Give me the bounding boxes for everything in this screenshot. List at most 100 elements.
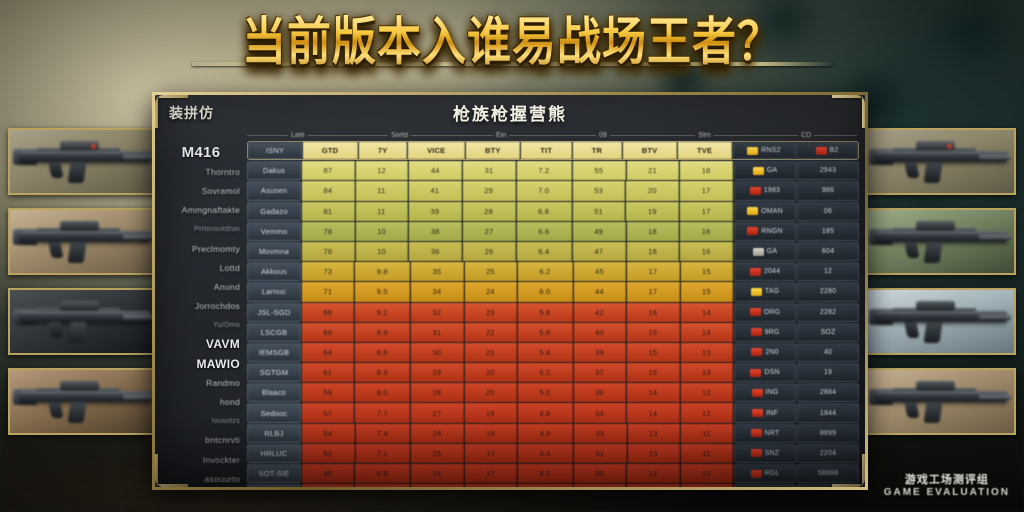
table-row[interactable]: Asusen 84 11 41 29 7.0 53 20 17 1983 986 bbox=[247, 181, 859, 201]
row-label: Rnbu bbox=[155, 488, 247, 490]
ruler-line bbox=[247, 134, 289, 136]
gun-barrel-part bbox=[122, 154, 156, 160]
weapon-thumbnail[interactable]: BFI/GN I bbox=[864, 128, 1016, 195]
data-cell: 6.2 bbox=[518, 262, 573, 282]
ruler-tick-label: 09 bbox=[598, 131, 607, 139]
table-row[interactable]: Dakus 87 12 44 31 7.2 55 21 18 GA 2943 bbox=[247, 161, 860, 181]
gun-barrel-part bbox=[122, 394, 156, 400]
summary-cell-label: 9RG bbox=[764, 328, 780, 336]
weapon-thumbnail[interactable] bbox=[8, 368, 160, 435]
gun-grip-part bbox=[48, 401, 64, 418]
data-cell: 17 bbox=[464, 464, 518, 484]
gun-scope-icon bbox=[60, 221, 99, 231]
data-cell: 7.1 bbox=[355, 443, 411, 463]
row-label: Preclmomty bbox=[192, 243, 240, 254]
data-cell: 9.5 bbox=[355, 282, 411, 302]
table-row[interactable]: SGTGM 61 8.3 29 20 5.2 37 15 13 DSN 19 bbox=[247, 363, 860, 383]
table-row[interactable]: IEMSGB 64 8.6 30 21 5.4 39 15 13 2N0 40 bbox=[247, 342, 860, 363]
data-cell: 13 bbox=[627, 443, 681, 463]
table-row[interactable]: LSCGB 66 8.9 31 22 5.6 40 16 14 9RG SOZ bbox=[247, 322, 860, 342]
row-label: hond bbox=[219, 397, 240, 408]
table-row[interactable]: Larnuc 71 9.5 34 24 6.0 44 17 15 TAG 2280 bbox=[247, 282, 860, 302]
table-row[interactable]: Movmna 76 10 36 26 6.4 47 18 16 GA 604 bbox=[247, 241, 860, 262]
status-badge bbox=[752, 247, 764, 256]
table-row[interactable]: JEFLSS476.523164.0281210IGE39MESO bbox=[247, 484, 860, 487]
summary-cell-label: 185 bbox=[821, 227, 835, 235]
row-label: Ammgnaftakte bbox=[181, 205, 240, 216]
summary-cell-label: RNGN bbox=[761, 227, 783, 235]
summary-cell: RNS2 bbox=[733, 142, 795, 160]
table-row[interactable]: Akkous 73 9.8 35 25 6.2 45 17 15 2044 12 bbox=[247, 262, 860, 282]
data-cell: 55 bbox=[572, 161, 626, 181]
data-cell: 31 bbox=[463, 161, 516, 181]
summary-cell-label: 06 bbox=[823, 207, 833, 215]
gun-scope-icon bbox=[916, 221, 955, 231]
data-cell: 34 bbox=[573, 403, 627, 423]
table-row[interactable]: JSL-SGD 68 9.2 32 23 5.8 42 16 14 ORG 2282 bbox=[247, 302, 860, 322]
ruler-segment: Ein bbox=[450, 132, 553, 139]
table-row[interactable]: Vemmo 78 10 38 27 6.6 49 18 16 RNGN 185 bbox=[247, 221, 860, 241]
data-cell: 37 bbox=[573, 363, 627, 383]
summary-cell-label: 2943 bbox=[819, 167, 837, 175]
data-cell: 61 bbox=[302, 363, 355, 383]
panel-heading: 枪族枪握营熊 bbox=[453, 105, 567, 125]
summary-cell-label: 2N0 bbox=[765, 348, 779, 356]
gun-magazine-part bbox=[67, 241, 87, 263]
gun-body-part bbox=[20, 311, 151, 323]
data-cell: 13 bbox=[627, 423, 681, 443]
summary-cell-label: DSN bbox=[764, 369, 780, 377]
ruler-segment: Sortd bbox=[348, 132, 451, 139]
summary-cell: 19 bbox=[797, 363, 860, 383]
ruler-segment: Stm bbox=[653, 132, 756, 139]
data-cell: VICE bbox=[408, 142, 466, 160]
data-cell: 5.2 bbox=[518, 363, 573, 383]
summary-cell: 12 bbox=[797, 262, 860, 282]
row-label: lousotzs bbox=[211, 417, 240, 425]
data-cell: 11 bbox=[355, 201, 408, 221]
summary-cell-label: GA bbox=[766, 248, 778, 256]
summary-cell-label: ORG bbox=[763, 308, 781, 316]
data-cell: 13 bbox=[680, 342, 734, 363]
data-cell: 9.2 bbox=[355, 302, 411, 322]
summary-cell-label: OMAN bbox=[761, 207, 783, 215]
gun-magazine-part bbox=[67, 161, 87, 183]
table-row[interactable]: SOT-SIE 49 6.8 24 17 4.2 30 12 10 RGL 58888 bbox=[247, 464, 860, 484]
data-cell: 5.8 bbox=[518, 302, 573, 322]
data-cell: 4.2 bbox=[518, 464, 573, 484]
summary-cell-label: 8899 bbox=[819, 429, 837, 437]
weapon-thumbnail[interactable] bbox=[864, 288, 1016, 355]
table-row[interactable]: Sedooc 57 7.7 27 19 4.8 34 14 12 INF 1844 bbox=[247, 403, 860, 423]
table-row[interactable]: Blaaco 59 8.0 28 20 5.0 36 14 12 ING 2884 bbox=[247, 383, 860, 403]
data-cell: 17 bbox=[680, 201, 733, 221]
summary-cell: 2204 bbox=[797, 443, 859, 463]
summary-cell-label: NRT bbox=[764, 429, 780, 437]
summary-cell-label: SOZ bbox=[820, 328, 836, 336]
title-banner: 当前版本入谁易战场王者？ bbox=[0, 6, 1024, 72]
data-cell: 12 bbox=[680, 383, 734, 403]
ruler-line bbox=[814, 134, 858, 136]
data-cell: 38 bbox=[409, 221, 463, 241]
table-row[interactable]: RLBJ 54 7.4 26 18 4.6 33 13 11 NRT 8899 bbox=[247, 423, 859, 443]
table-row[interactable]: Gadazo 81 11 39 28 6.8 51 19 17 OMAN 06 bbox=[247, 201, 859, 221]
row-name-cell: IEMSGB bbox=[247, 342, 301, 363]
data-cell: 33 bbox=[574, 423, 627, 443]
table-row[interactable]: ISNY GTD 7Y VICE BTY TIT TR BTV TVE RNS2 B2 bbox=[247, 141, 859, 161]
row-name-cell: LSCGB bbox=[247, 322, 301, 342]
weapon-thumbnail[interactable] bbox=[864, 208, 1016, 275]
summary-cell: INF bbox=[734, 403, 797, 423]
data-cell: 31 bbox=[411, 322, 464, 342]
ruler-line bbox=[552, 134, 596, 136]
data-cell: 12 bbox=[627, 484, 680, 487]
row-name-cell: SGTGM bbox=[247, 363, 301, 383]
row-label: Yu/Dmo bbox=[213, 321, 240, 329]
summary-cell: 185 bbox=[797, 221, 860, 241]
table-row[interactable]: HRLUC 52 7.1 25 17 4.4 31 13 11 SNZ 2204 bbox=[247, 443, 859, 463]
weapon-thumbnail[interactable] bbox=[8, 128, 160, 195]
weapon-thumbnail[interactable]: BFM/GO bbox=[8, 208, 160, 275]
weapon-thumbnail[interactable] bbox=[864, 368, 1016, 435]
data-cell: 29 bbox=[411, 363, 464, 383]
data-cell: 23 bbox=[411, 484, 464, 487]
weapon-thumbnail[interactable] bbox=[8, 288, 160, 355]
data-cell: 36 bbox=[409, 241, 463, 262]
data-cell: 42 bbox=[573, 302, 627, 322]
